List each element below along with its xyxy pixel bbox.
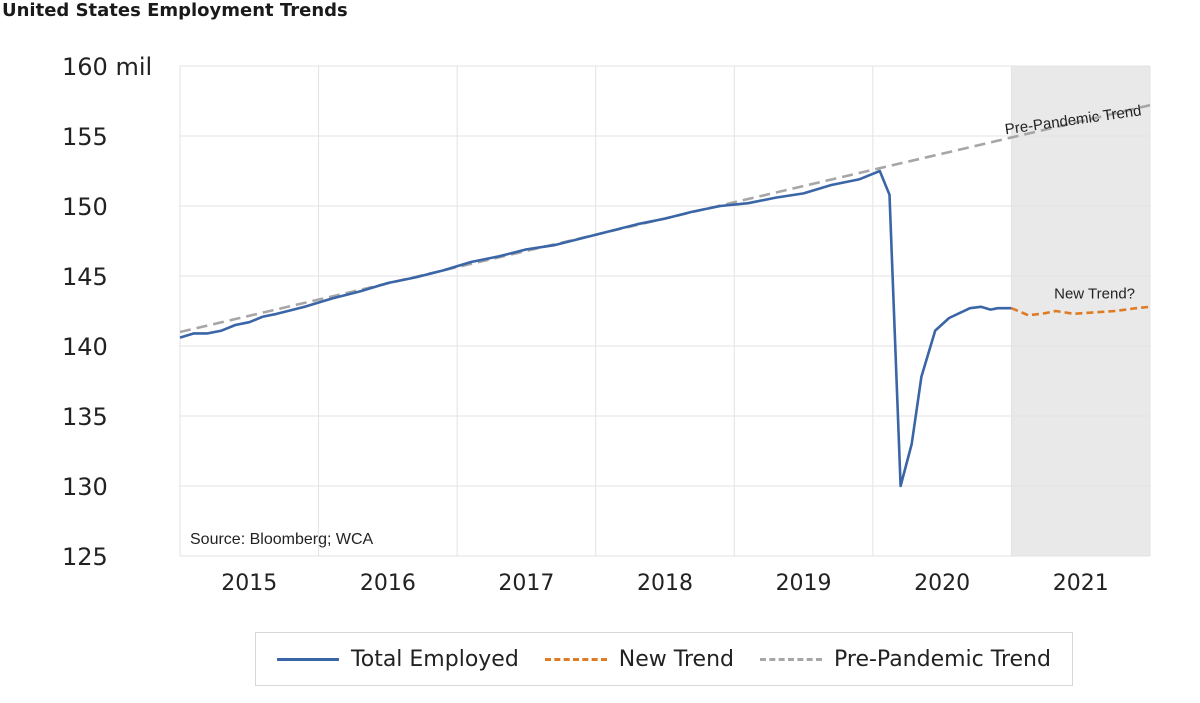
y-tick-label: 160 mil [62, 53, 152, 81]
x-axis-ticks: 2015 2016 2017 2018 2019 2020 2021 [221, 571, 1108, 596]
x-tick-label: 2019 [776, 571, 832, 596]
y-tick-label: 135 [62, 403, 108, 431]
x-tick-label: 2021 [1053, 571, 1109, 596]
legend: Total Employed New Trend Pre-Pandemic Tr… [255, 632, 1073, 686]
legend-label-pre-pandemic-trend: Pre-Pandemic Trend [834, 646, 1051, 672]
series-new-trend [1010, 305, 1151, 317]
y-tick-label: 155 [62, 123, 108, 151]
x-tick-label: 2020 [914, 571, 970, 596]
annotation-new-trend: New Trend? [1054, 285, 1135, 302]
legend-item-new-trend: New Trend [544, 646, 734, 672]
x-tick-label: 2018 [637, 571, 693, 596]
legend-label-new-trend: New Trend [618, 646, 734, 672]
x-tick-label: 2017 [498, 571, 554, 596]
y-axis-ticks: 160 mil 155 150 145 140 135 130 125 [62, 53, 152, 571]
legend-item-pre-pandemic-trend: Pre-Pandemic Trend [760, 647, 1051, 672]
grid-lines [179, 65, 1151, 557]
source-note: Source: Bloomberg; WCA [190, 531, 374, 548]
y-tick-label: 150 [62, 193, 108, 221]
x-tick-label: 2015 [221, 571, 277, 596]
y-tick-label: 145 [62, 263, 108, 291]
chart-title: United States Employment Trends [2, 0, 348, 21]
legend-swatch-pre-pandemic-trend [760, 657, 822, 661]
legend-label-total-employed: Total Employed [351, 646, 519, 672]
series-total-employed [179, 169, 1012, 488]
legend-swatch-new-trend [544, 657, 607, 661]
legend-swatch-total-employed [277, 657, 340, 661]
y-tick-label: 125 [62, 543, 108, 571]
x-tick-label: 2016 [360, 571, 416, 596]
y-tick-label: 140 [62, 333, 108, 361]
series-lines [179, 103, 1151, 488]
shaded-region-rect [1011, 66, 1150, 556]
legend-item-total-employed: Total Employed [277, 647, 519, 672]
forecast-shaded-region [1011, 66, 1150, 556]
y-tick-label: 130 [62, 473, 108, 501]
